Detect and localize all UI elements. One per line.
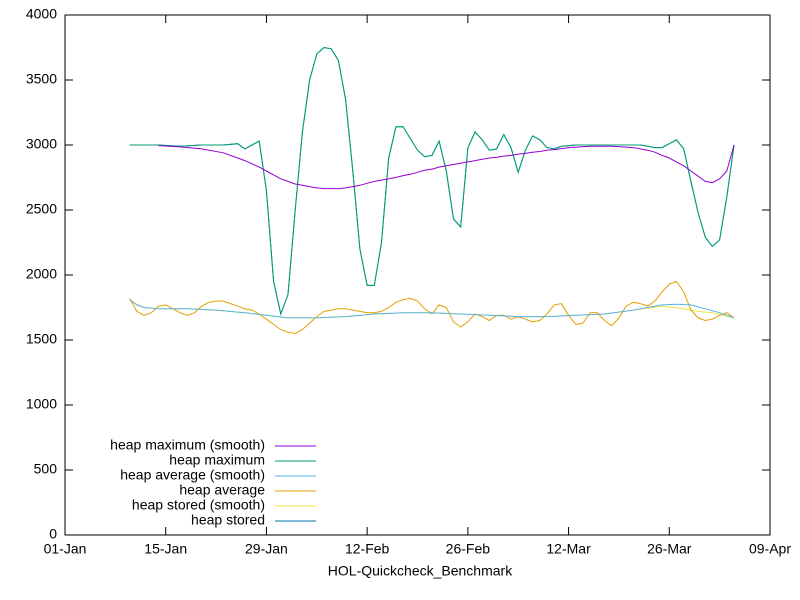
series-line [129, 46, 735, 316]
x-axis-label: HOL-Quickcheck_Benchmark [328, 563, 513, 579]
y-tick-label: 3000 [26, 136, 57, 152]
x-tick-label: 12-Feb [345, 541, 390, 557]
series-line [129, 280, 735, 335]
series-line [129, 46, 735, 316]
x-tick-label: 15-Jan [144, 541, 187, 557]
x-tick-label: 26-Mar [647, 541, 692, 557]
x-tick-label: 12-Mar [546, 541, 591, 557]
y-tick-label: 2500 [26, 201, 57, 217]
legend-label: heap average (smooth) [120, 467, 265, 483]
x-tick-label: 01-Jan [44, 541, 87, 557]
legend-label: heap stored (smooth) [132, 497, 265, 513]
y-tick-label: 4000 [26, 6, 57, 22]
legend-label: heap maximum [169, 452, 265, 468]
x-tick-label: 26-Feb [446, 541, 491, 557]
legend-label: heap stored [191, 512, 265, 528]
series-line [129, 300, 735, 319]
series-line [129, 299, 735, 319]
y-tick-label: 1500 [26, 331, 57, 347]
x-tick-label: 29-Jan [245, 541, 288, 557]
y-tick-label: 1000 [26, 396, 57, 412]
x-tick-label: 09-Apr [749, 541, 791, 557]
series-line [158, 144, 735, 190]
legend-label: heap maximum (smooth) [110, 437, 265, 453]
y-tick-label: 3500 [26, 71, 57, 87]
y-tick-label: 500 [34, 461, 58, 477]
y-tick-label: 2000 [26, 266, 57, 282]
legend-label: heap average [179, 482, 265, 498]
y-tick-label: 0 [49, 526, 57, 542]
